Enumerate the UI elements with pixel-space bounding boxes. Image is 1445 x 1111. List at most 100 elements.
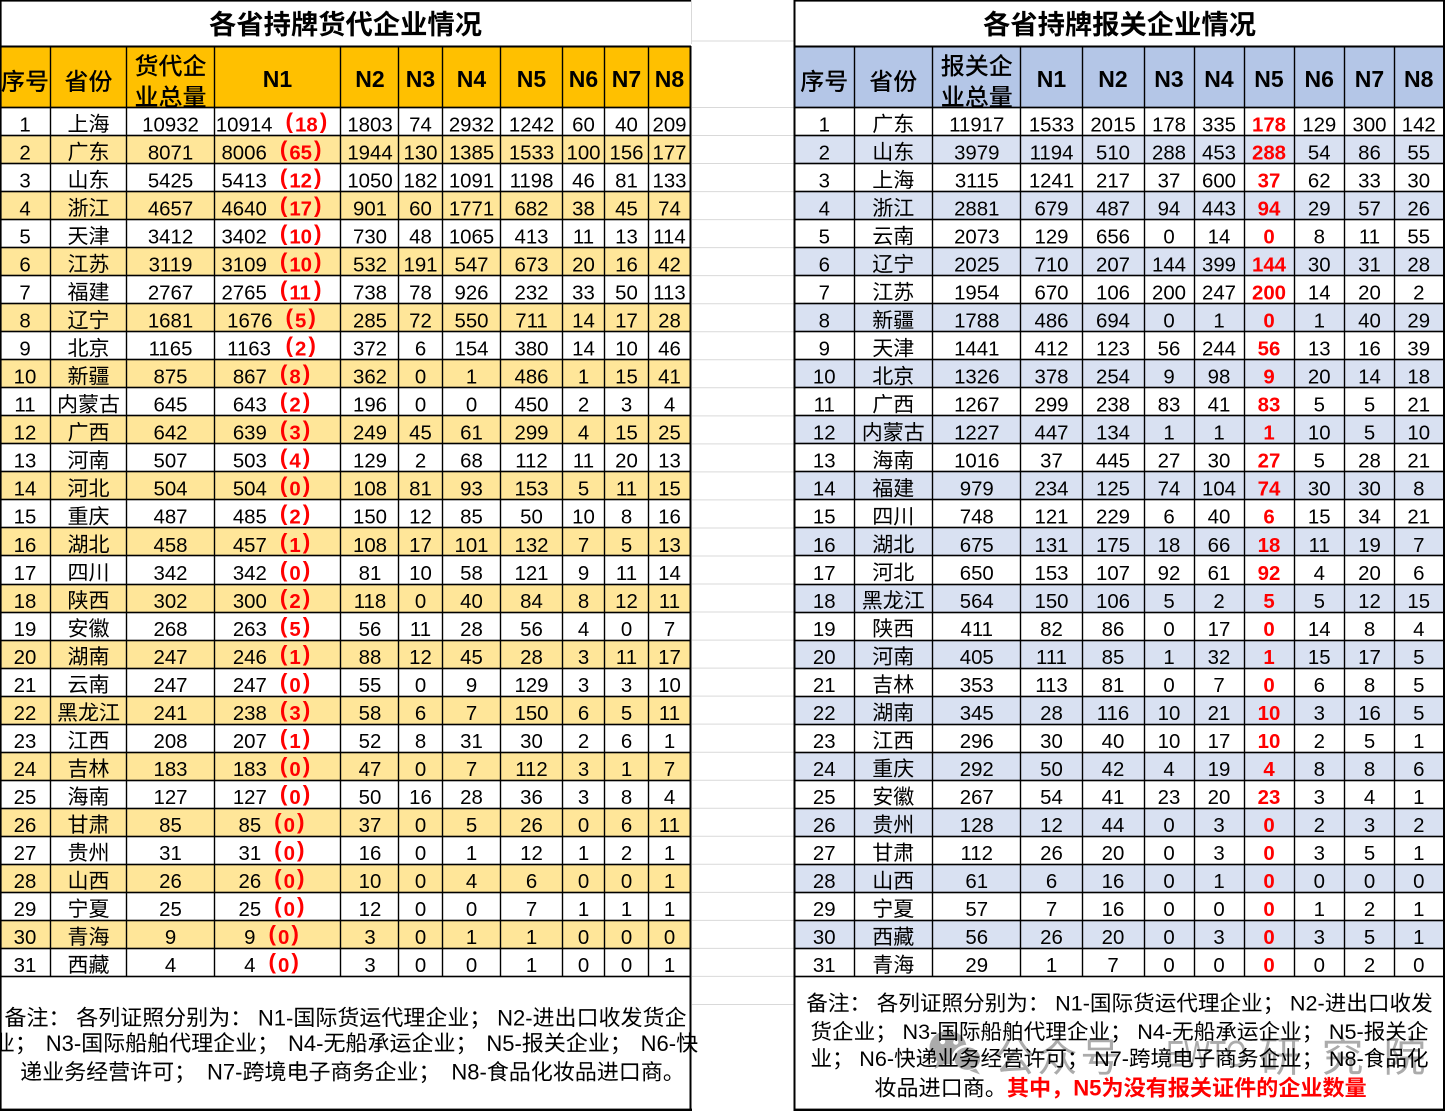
svg-text:8006: 8006 xyxy=(221,142,266,164)
svg-text:134: 134 xyxy=(1096,423,1130,445)
svg-text:1050: 1050 xyxy=(347,170,392,192)
svg-text:106: 106 xyxy=(1096,282,1130,304)
svg-text:564: 564 xyxy=(960,591,994,613)
svg-text:21: 21 xyxy=(1407,507,1430,529)
svg-text:): ) xyxy=(314,248,322,273)
svg-text:2: 2 xyxy=(1314,815,1325,837)
svg-text:130: 130 xyxy=(403,142,437,164)
svg-text:): ) xyxy=(297,809,305,834)
svg-text:1944: 1944 xyxy=(347,142,392,164)
svg-text:153: 153 xyxy=(514,479,548,501)
svg-text:28: 28 xyxy=(460,787,483,809)
svg-text:(: ( xyxy=(269,921,277,946)
svg-text:7: 7 xyxy=(19,282,30,304)
svg-text:N3-: N3- xyxy=(46,1031,81,1056)
svg-text:18: 18 xyxy=(1258,535,1281,557)
svg-text:6: 6 xyxy=(578,703,589,725)
svg-text:128: 128 xyxy=(960,815,994,837)
svg-text:3: 3 xyxy=(1364,815,1375,837)
svg-text:(: ( xyxy=(280,641,288,666)
svg-text:5: 5 xyxy=(1364,843,1375,865)
svg-text:183: 183 xyxy=(233,759,267,781)
svg-text:(: ( xyxy=(274,893,282,918)
svg-text:74: 74 xyxy=(409,114,432,136)
svg-text:(: ( xyxy=(280,389,288,414)
svg-text:129: 129 xyxy=(1034,226,1068,248)
svg-text:4: 4 xyxy=(165,955,176,977)
svg-text:58: 58 xyxy=(460,563,483,585)
svg-text:N7: N7 xyxy=(1355,66,1384,92)
svg-text:0: 0 xyxy=(1413,871,1424,893)
svg-text:17: 17 xyxy=(14,563,37,585)
svg-text:8: 8 xyxy=(819,311,830,333)
svg-text:5: 5 xyxy=(1163,591,1174,613)
svg-text:112: 112 xyxy=(515,759,548,781)
svg-text:4: 4 xyxy=(578,423,589,445)
svg-text:11: 11 xyxy=(616,563,637,585)
svg-text:5: 5 xyxy=(819,226,830,248)
svg-text:37: 37 xyxy=(1040,451,1063,473)
svg-text:2767: 2767 xyxy=(148,282,193,304)
svg-text:6: 6 xyxy=(1413,759,1424,781)
svg-text:(: ( xyxy=(269,949,277,974)
svg-text:20: 20 xyxy=(1102,843,1125,865)
svg-text:39: 39 xyxy=(1407,339,1430,361)
svg-text:0: 0 xyxy=(621,871,632,893)
svg-text:): ) xyxy=(291,921,299,946)
svg-text:): ) xyxy=(303,725,311,750)
svg-text:6: 6 xyxy=(526,871,537,893)
svg-text:0: 0 xyxy=(415,395,426,417)
svg-text:47: 47 xyxy=(359,759,382,781)
svg-text:1163: 1163 xyxy=(227,339,271,361)
svg-text:1: 1 xyxy=(664,871,675,893)
svg-text:299: 299 xyxy=(1034,395,1068,417)
svg-text:81: 81 xyxy=(615,170,638,192)
svg-text:3: 3 xyxy=(1213,843,1224,865)
svg-text:0: 0 xyxy=(289,563,300,585)
svg-text:44: 44 xyxy=(1102,815,1125,837)
svg-text:1: 1 xyxy=(1413,787,1424,809)
svg-text:(: ( xyxy=(274,837,282,862)
svg-text:0: 0 xyxy=(1163,899,1174,921)
svg-text:0: 0 xyxy=(466,899,477,921)
svg-text:(: ( xyxy=(280,669,288,694)
svg-text:0: 0 xyxy=(664,927,675,949)
svg-text:25: 25 xyxy=(238,899,261,921)
svg-text:28: 28 xyxy=(1040,703,1063,725)
svg-text:238: 238 xyxy=(1096,395,1130,417)
svg-text:7: 7 xyxy=(1413,535,1424,557)
svg-text:): ) xyxy=(303,445,311,470)
svg-text:7: 7 xyxy=(466,703,477,725)
svg-text:9: 9 xyxy=(466,675,477,697)
svg-text:31: 31 xyxy=(238,843,261,865)
svg-text:175: 175 xyxy=(1096,535,1130,557)
svg-text:0: 0 xyxy=(1314,871,1325,893)
svg-text:56: 56 xyxy=(359,619,382,641)
svg-text:457: 457 xyxy=(233,535,267,557)
svg-text:10: 10 xyxy=(615,339,638,361)
svg-text:27: 27 xyxy=(813,843,836,865)
svg-text:125: 125 xyxy=(1096,479,1130,501)
svg-text:267: 267 xyxy=(960,787,994,809)
svg-text:18: 18 xyxy=(14,591,37,613)
svg-text:11: 11 xyxy=(659,703,680,725)
svg-text:15: 15 xyxy=(1407,591,1430,613)
svg-text:14: 14 xyxy=(572,311,595,333)
svg-text:4640: 4640 xyxy=(221,198,266,220)
svg-text:1533: 1533 xyxy=(509,142,554,164)
svg-text:7: 7 xyxy=(1213,675,1224,697)
svg-text:12: 12 xyxy=(409,647,432,669)
svg-text:57: 57 xyxy=(965,899,988,921)
svg-text:56: 56 xyxy=(520,619,543,641)
svg-text:247: 247 xyxy=(1202,282,1236,304)
svg-text:): ) xyxy=(303,753,311,778)
svg-text:42: 42 xyxy=(1102,759,1125,781)
svg-text:N8-: N8- xyxy=(451,1060,486,1085)
svg-text:21: 21 xyxy=(1407,395,1430,417)
svg-text:129: 129 xyxy=(514,675,548,697)
svg-text:18: 18 xyxy=(813,591,836,613)
svg-text:2: 2 xyxy=(295,339,306,361)
svg-text:532: 532 xyxy=(353,254,387,276)
svg-text:5413: 5413 xyxy=(221,170,266,192)
svg-text:4: 4 xyxy=(1364,787,1375,809)
